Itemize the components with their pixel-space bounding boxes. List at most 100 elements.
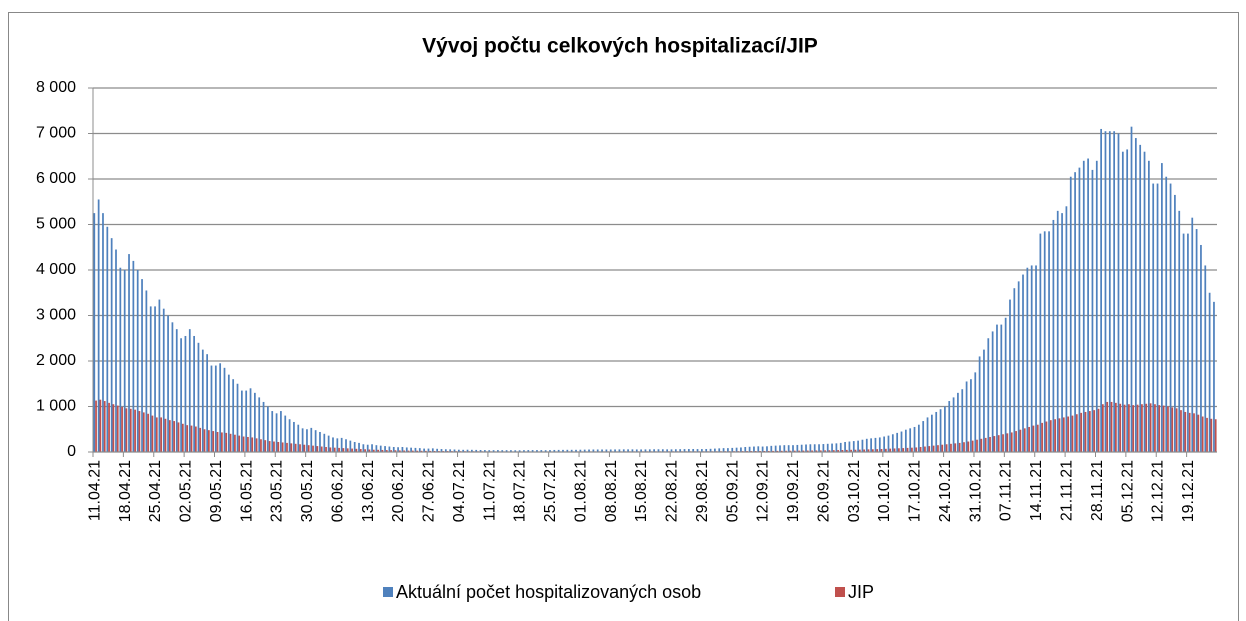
bar <box>1043 231 1046 452</box>
bar <box>1017 281 1020 452</box>
bar <box>1028 426 1030 452</box>
x-tick-label: 30.05.21 <box>299 460 316 522</box>
bar <box>1088 411 1091 452</box>
bar <box>553 449 556 452</box>
bar <box>501 450 504 452</box>
bar <box>1010 432 1013 452</box>
bar <box>935 411 938 452</box>
bar <box>277 441 280 452</box>
bar <box>1154 404 1156 452</box>
bar <box>436 448 439 452</box>
bar <box>1087 158 1089 452</box>
bar <box>832 450 835 452</box>
bar <box>1174 194 1176 453</box>
bar <box>398 450 401 452</box>
bar <box>171 322 174 452</box>
bar <box>154 306 156 452</box>
bar <box>683 449 686 452</box>
bar <box>661 449 664 452</box>
bar <box>971 440 974 452</box>
bar <box>575 449 577 452</box>
bar <box>824 450 826 452</box>
bar <box>1149 403 1152 452</box>
bar <box>418 448 421 452</box>
bar <box>871 449 874 452</box>
bar <box>1123 404 1126 452</box>
bar <box>813 444 816 452</box>
bar <box>510 450 512 452</box>
bar <box>1197 414 1200 452</box>
bar <box>831 443 833 452</box>
bar <box>401 446 404 452</box>
bar <box>394 450 397 452</box>
bar <box>1015 431 1017 452</box>
bar <box>342 448 345 452</box>
bar <box>505 450 508 452</box>
bar <box>1049 420 1052 452</box>
bar <box>336 438 339 452</box>
x-tick-label: 05.09.21 <box>724 460 741 522</box>
bar <box>371 444 373 452</box>
bar <box>1097 408 1100 452</box>
x-tick-label: 26.09.21 <box>815 460 832 522</box>
bar <box>181 423 184 452</box>
bar <box>1052 219 1055 452</box>
bar <box>776 450 779 452</box>
x-tick-label: 01.08.21 <box>572 460 589 522</box>
bar <box>878 437 881 452</box>
bar <box>1169 183 1172 453</box>
bar <box>186 425 189 452</box>
bar <box>286 442 288 452</box>
bar <box>622 449 625 452</box>
bar <box>779 445 781 452</box>
bar <box>666 449 669 452</box>
bar <box>1141 404 1143 452</box>
bar <box>993 436 996 452</box>
bar <box>1147 160 1150 453</box>
bar <box>1178 210 1181 452</box>
bar <box>1182 233 1185 452</box>
bar <box>173 421 176 452</box>
bar <box>160 417 163 452</box>
bar <box>424 450 427 452</box>
bar <box>692 448 695 452</box>
bar <box>1036 424 1039 452</box>
bar <box>780 450 783 452</box>
bar <box>800 444 803 452</box>
bar <box>536 450 538 452</box>
bar <box>1067 416 1070 452</box>
bar <box>748 446 751 452</box>
bar <box>199 427 202 452</box>
bar <box>1167 406 1169 452</box>
bar <box>1061 213 1063 452</box>
bar <box>544 450 547 452</box>
bar <box>1139 144 1142 452</box>
bar <box>913 426 916 452</box>
bar <box>1200 244 1202 452</box>
bar <box>132 260 135 452</box>
bar <box>1130 126 1133 453</box>
y-tick-label: 5 000 <box>36 216 76 233</box>
bar <box>805 444 807 452</box>
bar <box>338 447 340 452</box>
bar <box>915 447 918 452</box>
bar <box>1054 419 1056 452</box>
bar <box>351 448 353 452</box>
bar <box>284 415 287 452</box>
bar <box>449 449 452 452</box>
bar <box>839 442 842 452</box>
bar <box>444 449 447 452</box>
bar <box>984 437 987 452</box>
chart-border <box>8 12 1239 621</box>
bar <box>355 448 358 452</box>
y-tick-label: 0 <box>67 443 76 460</box>
bar <box>1106 401 1109 452</box>
bar <box>631 449 634 452</box>
bar <box>1121 151 1124 452</box>
bar <box>264 440 267 452</box>
legend-label: Aktuální počet hospitalizovaných osob <box>396 582 701 602</box>
chart-title: Vývoj počtu celkových hospitalizací/JIP <box>422 35 818 58</box>
bar <box>484 450 486 452</box>
bar <box>579 449 582 452</box>
bar <box>234 434 236 452</box>
